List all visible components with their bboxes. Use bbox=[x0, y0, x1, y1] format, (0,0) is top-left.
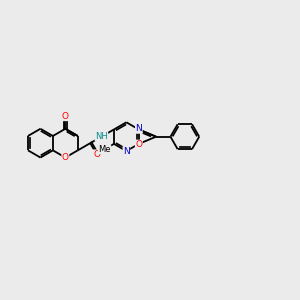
Text: NH: NH bbox=[95, 132, 108, 141]
Text: N: N bbox=[123, 147, 130, 156]
Text: O: O bbox=[135, 140, 142, 149]
Text: O: O bbox=[93, 150, 100, 159]
Text: Me: Me bbox=[98, 145, 111, 154]
Text: O: O bbox=[62, 112, 69, 121]
Text: O: O bbox=[62, 153, 69, 162]
Text: N: N bbox=[135, 124, 142, 133]
